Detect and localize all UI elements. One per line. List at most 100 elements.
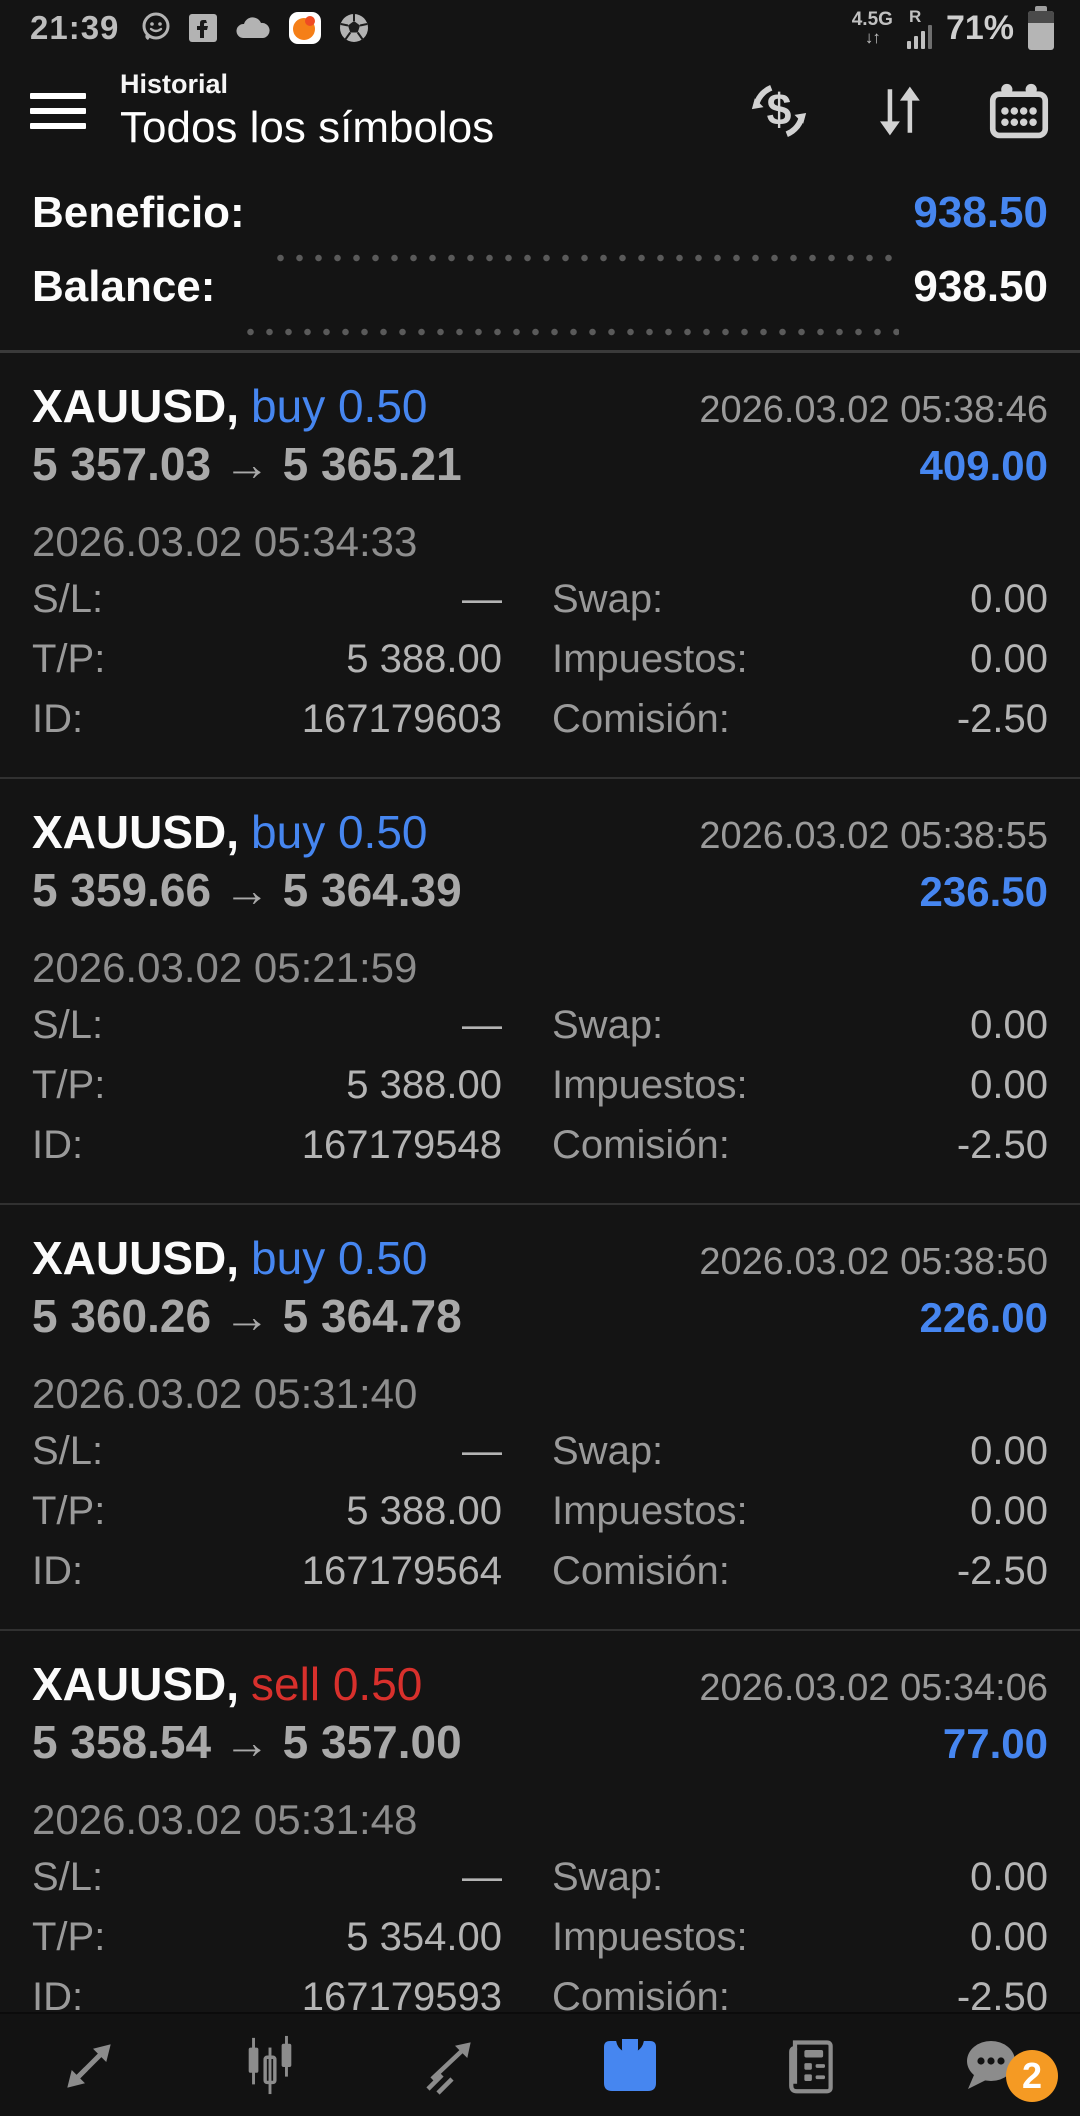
balance-value: 938.50 [913, 262, 1048, 311]
tp-value: 5 388.00 [346, 637, 502, 681]
trade-profit: 77.00 [942, 1720, 1048, 1767]
commission-cell: Comisión: -2.50 [552, 1975, 1048, 2012]
trade-side-volume: buy 0.50 [251, 806, 428, 858]
trade-symbol: XAUUSD, [32, 1658, 240, 1710]
swap-cell: Swap: 0.00 [552, 1855, 1048, 1915]
trade-details: S/L: — Swap: 0.00 T/P: 5 354.00 Impuesto… [32, 1855, 1048, 2012]
tp-value: 5 354.00 [346, 1915, 502, 1959]
sort-icon[interactable] [868, 80, 930, 142]
app-notification-icon [287, 10, 323, 46]
trade-line-icon [418, 2033, 482, 2097]
trade-header-row: XAUUSD, sell 0.50 2026.03.02 05:34:06 [32, 1657, 1048, 1715]
sl-cell: S/L: — [32, 1855, 502, 1915]
sl-value: — [462, 577, 502, 621]
tp-value: 5 388.00 [346, 1489, 502, 1533]
tp-cell: T/P: 5 388.00 [32, 637, 502, 697]
trade-list-item[interactable]: XAUUSD, buy 0.50 2026.03.02 05:38:55 5 3… [0, 779, 1080, 1205]
app-header: Historial Todos los símbolos $ [0, 52, 1080, 170]
commission-cell: Comisión: -2.50 [552, 697, 1048, 757]
id-label: ID: [32, 1549, 84, 1593]
taxes-value: 0.00 [970, 1063, 1048, 1107]
swap-cell: Swap: 0.00 [552, 577, 1048, 637]
trade-open-time: 2026.03.02 05:31:40 [32, 1370, 418, 1417]
header-actions: $ [748, 80, 1050, 142]
swap-label: Swap: [552, 1003, 664, 1047]
swap-value: 0.00 [970, 1429, 1048, 1473]
id-value: 167179564 [301, 1549, 502, 1593]
trade-price-range: 5 360.26 → 5 364.78 [32, 1290, 462, 1342]
taxes-cell: Impuestos: 0.00 [552, 1489, 1048, 1549]
symbols-filter-title: Todos los símbolos [120, 102, 495, 152]
id-value: 167179593 [301, 1975, 502, 2012]
signal-bars-icon [906, 24, 932, 49]
trade-list-item[interactable]: XAUUSD, sell 0.50 2026.03.02 05:34:06 5 … [0, 1631, 1080, 2012]
messages-badge: 2 [1006, 2050, 1058, 2102]
taxes-label: Impuestos: [552, 1063, 748, 1107]
menu-icon[interactable] [30, 86, 92, 136]
dotted-leader [241, 310, 900, 336]
id-cell: ID: 167179593 [32, 1975, 502, 2012]
currency-exchange-icon[interactable]: $ [748, 80, 810, 142]
signal-indicator: R [906, 8, 932, 49]
taxes-label: Impuestos: [552, 1489, 748, 1533]
commission-cell: Comisión: -2.50 [552, 1549, 1048, 1609]
battery-percent: 71% [945, 8, 1014, 47]
network-indicator: 4.5G ↓↑ [852, 10, 893, 46]
tp-label: T/P: [32, 637, 106, 681]
tp-label: T/P: [32, 1915, 106, 1959]
nav-item-charts[interactable] [180, 2014, 360, 2116]
cloud-icon [233, 12, 273, 44]
trade-header-row: XAUUSD, buy 0.50 2026.03.02 05:38:46 [32, 379, 1048, 437]
trade-open-time: 2026.03.02 05:31:48 [32, 1796, 418, 1843]
trade-side-volume: sell 0.50 [251, 1658, 423, 1710]
sl-cell: S/L: — [32, 577, 502, 637]
id-label: ID: [32, 697, 84, 741]
svg-text:$: $ [767, 86, 792, 135]
balance-row: Balance: 938.50 [32, 262, 1048, 336]
trade-profit: 409.00 [919, 442, 1048, 489]
commission-value: -2.50 [956, 697, 1048, 741]
history-tray-icon [598, 2033, 662, 2097]
trade-prices-row: 5 359.66 → 5 364.39 236.50 [32, 863, 1048, 921]
dotted-leader [270, 236, 900, 262]
commission-label: Comisión: [552, 1123, 730, 1167]
header-titles: Historial Todos los símbolos [120, 69, 495, 152]
sl-label: S/L: [32, 1429, 104, 1473]
id-cell: ID: 167179548 [32, 1123, 502, 1183]
taxes-label: Impuestos: [552, 1915, 748, 1959]
trade-profit: 226.00 [919, 1294, 1048, 1341]
taxes-value: 0.00 [970, 637, 1048, 681]
trade-details: S/L: — Swap: 0.00 T/P: 5 388.00 Impuesto… [32, 1429, 1048, 1609]
profit-value: 938.50 [913, 188, 1048, 237]
candlestick-chart-icon [239, 2034, 301, 2096]
nav-item-trade[interactable] [360, 2014, 540, 2116]
nav-item-messages[interactable]: 2 [900, 2014, 1080, 2116]
id-value: 167179548 [301, 1123, 502, 1167]
nav-item-news[interactable] [720, 2014, 900, 2116]
profit-row: Beneficio: 938.50 [32, 188, 1048, 262]
swap-value: 0.00 [970, 1003, 1048, 1047]
trade-profit: 236.50 [919, 868, 1048, 915]
trade-open-time: 2026.03.02 05:34:33 [32, 518, 418, 565]
trade-prices-row: 5 357.03 → 5 365.21 409.00 [32, 437, 1048, 495]
nav-item-quotes[interactable] [0, 2014, 180, 2116]
waze-icon [137, 10, 173, 46]
taxes-cell: Impuestos: 0.00 [552, 637, 1048, 697]
nav-item-history[interactable] [540, 2014, 720, 2116]
sl-cell: S/L: — [32, 1429, 502, 1489]
trade-list-item[interactable]: XAUUSD, buy 0.50 2026.03.02 05:38:46 5 3… [0, 353, 1080, 779]
balance-label: Balance: [32, 262, 216, 311]
swap-cell: Swap: 0.00 [552, 1429, 1048, 1489]
commission-label: Comisión: [552, 1975, 730, 2012]
id-label: ID: [32, 1123, 84, 1167]
trade-prices-row: 5 358.54 → 5 357.00 77.00 [32, 1715, 1048, 1773]
tp-label: T/P: [32, 1489, 106, 1533]
taxes-value: 0.00 [970, 1489, 1048, 1533]
commission-value: -2.50 [956, 1123, 1048, 1167]
calendar-icon[interactable] [988, 80, 1050, 142]
trade-close-time: 2026.03.02 05:34:06 [699, 1667, 1048, 1709]
sl-label: S/L: [32, 1855, 104, 1899]
swap-label: Swap: [552, 1429, 664, 1473]
trade-list-item[interactable]: XAUUSD, buy 0.50 2026.03.02 05:38:50 5 3… [0, 1205, 1080, 1631]
id-cell: ID: 167179603 [32, 697, 502, 757]
